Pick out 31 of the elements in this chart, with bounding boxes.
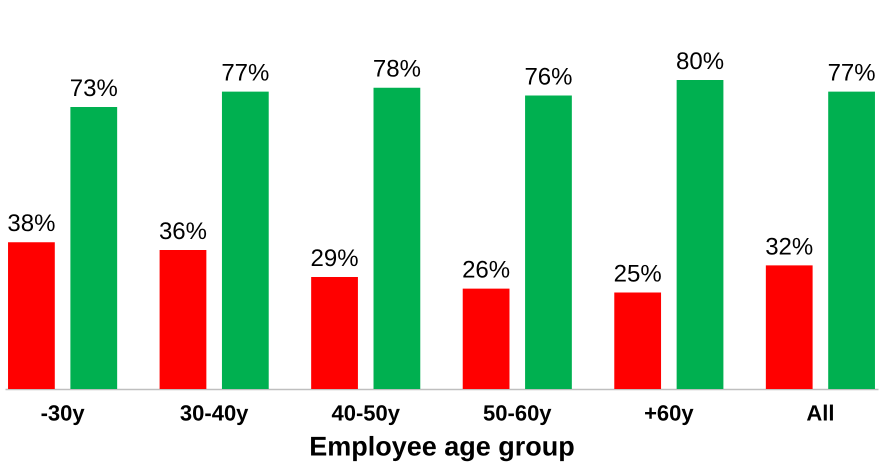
- x-tick-label: All: [806, 400, 834, 426]
- bar: [70, 107, 118, 389]
- bar: [8, 242, 55, 389]
- bar: [160, 250, 206, 389]
- bar: [374, 88, 420, 389]
- data-label: 32%: [765, 233, 814, 260]
- data-label: 29%: [310, 244, 359, 272]
- x-tick-label: -30y: [40, 400, 86, 426]
- x-tick-label: 30-40y: [180, 400, 250, 426]
- bar: [462, 288, 510, 389]
- bar: [614, 292, 662, 389]
- data-label: 77%: [221, 60, 270, 87]
- data-label: 76%: [524, 63, 572, 90]
- data-label: 25%: [614, 260, 662, 288]
- x-tick-label: +60y: [644, 400, 694, 426]
- data-label: 26%: [462, 256, 510, 284]
- data-label: 38%: [7, 210, 56, 238]
- x-tick-label: 50-60y: [483, 400, 552, 426]
- data-label: 36%: [158, 218, 207, 245]
- bar: [222, 92, 269, 389]
- bar: [766, 265, 813, 389]
- data-label: 78%: [372, 56, 421, 83]
- data-label: 77%: [828, 60, 876, 87]
- data-label: 80%: [676, 48, 724, 75]
- x-axis-title: Employee age group: [309, 432, 575, 462]
- bar: [828, 92, 875, 389]
- x-tick-label: 40-50y: [331, 400, 401, 426]
- data-label: 73%: [70, 75, 118, 102]
- bar: [525, 95, 572, 389]
- bar: [676, 80, 724, 389]
- bar: [311, 276, 358, 389]
